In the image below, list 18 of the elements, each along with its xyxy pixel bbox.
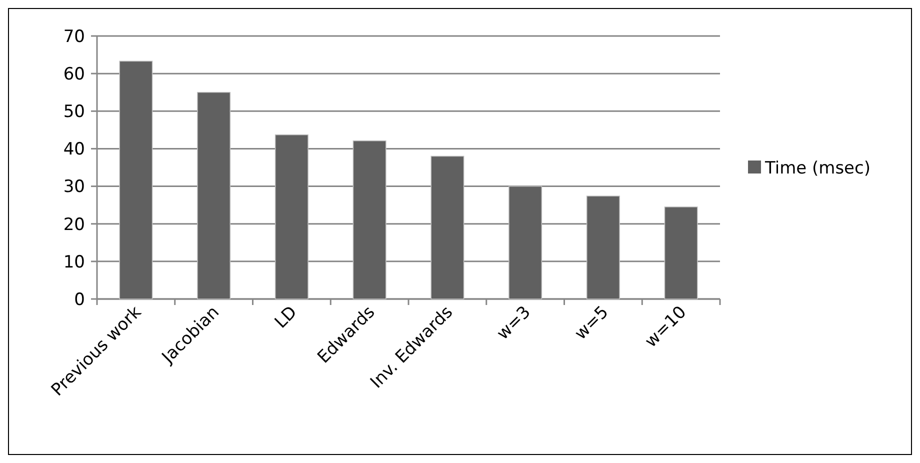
y-tick-label: 30 [63, 177, 85, 198]
bar [197, 92, 231, 300]
y-tick-label: 0 [74, 290, 85, 310]
y-tick-label: 70 [63, 26, 85, 47]
bar [508, 186, 542, 300]
y-tick-label: 60 [63, 64, 85, 85]
bar [352, 140, 386, 300]
y-tick-label: 50 [63, 102, 85, 122]
bar [274, 134, 308, 300]
legend-label: Time (msec) [764, 158, 870, 178]
y-tick-label: 10 [63, 252, 85, 272]
bar [664, 206, 698, 300]
bar [430, 156, 464, 300]
y-tick-label: 20 [63, 214, 85, 235]
bar [586, 196, 620, 300]
bar [119, 60, 153, 300]
y-tick-label: 40 [63, 140, 85, 160]
x-tick-label: LD [271, 302, 302, 332]
